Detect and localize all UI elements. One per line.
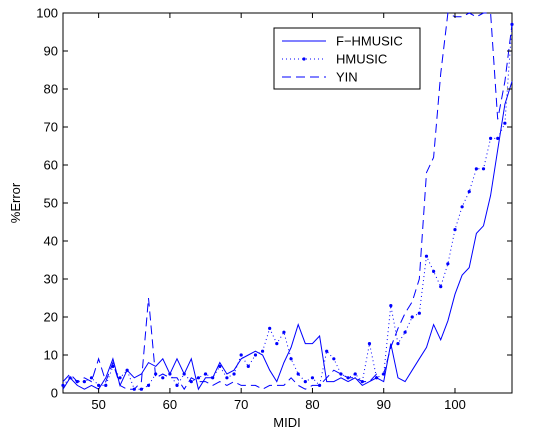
data-point	[203, 372, 208, 376]
data-point	[196, 376, 201, 380]
data-point	[353, 372, 357, 376]
data-point	[61, 383, 65, 387]
series-line-dashed	[62, 12, 513, 391]
y-tick-label: 100	[36, 6, 58, 21]
data-point	[232, 372, 236, 376]
data-point	[125, 368, 129, 372]
y-axis-label: %Error	[8, 182, 23, 223]
data-point	[89, 376, 94, 380]
data-point	[282, 330, 286, 334]
data-point	[146, 383, 151, 387]
data-point	[168, 372, 172, 376]
data-point	[481, 167, 486, 171]
data-point	[467, 190, 471, 194]
data-point	[403, 330, 407, 334]
x-axis-label: MIDI	[273, 415, 300, 430]
data-point	[396, 342, 400, 346]
data-point	[410, 315, 414, 319]
data-point	[225, 376, 229, 380]
data-point	[417, 311, 421, 315]
x-tick-label: 90	[376, 397, 390, 412]
data-point	[175, 383, 179, 387]
legend-items: F−HMUSIC HMUSIC YIN	[282, 34, 403, 85]
series-line-dotted-markers	[62, 24, 513, 390]
x-tick-label: 80	[305, 397, 319, 412]
data-point	[246, 364, 250, 368]
y-tick-label: 70	[44, 120, 58, 135]
data-point	[260, 349, 265, 353]
data-point	[389, 304, 393, 308]
data-point	[275, 342, 279, 346]
y-tick-label: 20	[44, 310, 58, 325]
data-point	[303, 380, 307, 384]
data-point	[503, 121, 507, 125]
tick-layer: 50 60 70 80 90 100 0 10 20 30 40 50 60 70 80 90 100	[36, 6, 512, 412]
data-point	[310, 376, 315, 380]
legend-label: HMUSIC	[336, 52, 387, 67]
y-tick-label: 50	[44, 196, 58, 211]
data-point	[374, 376, 379, 380]
x-tick-label: 100	[444, 397, 466, 412]
data-point	[446, 262, 450, 266]
data-point	[118, 376, 122, 380]
data-point	[189, 380, 193, 384]
x-tick-label: 60	[163, 397, 177, 412]
data-point	[496, 136, 500, 140]
data-point	[253, 353, 258, 357]
data-point	[367, 342, 372, 346]
y-tick-label: 0	[51, 386, 58, 401]
data-point	[239, 353, 243, 357]
data-point	[139, 387, 143, 391]
data-point	[82, 380, 86, 384]
y-tick-label: 40	[44, 234, 58, 249]
data-point	[268, 326, 272, 330]
data-point	[182, 372, 186, 376]
legend-marker	[302, 57, 306, 61]
y-tick-label: 90	[44, 44, 58, 59]
data-point	[317, 383, 322, 387]
data-point	[104, 383, 108, 387]
series-line-solid	[62, 81, 513, 391]
data-point	[296, 372, 300, 376]
y-tick-label: 10	[44, 348, 58, 363]
x-tick-label: 70	[234, 397, 248, 412]
data-point	[439, 285, 443, 289]
data-point	[68, 376, 72, 380]
data-point	[218, 364, 222, 368]
data-point	[489, 136, 493, 140]
legend-label: F−HMUSIC	[336, 34, 403, 49]
data-point	[453, 228, 457, 232]
data-point	[97, 383, 101, 387]
series-layer	[61, 12, 514, 391]
y-tick-label: 80	[44, 82, 58, 97]
legend-label: YIN	[336, 70, 358, 85]
y-tick-label: 30	[44, 272, 58, 287]
data-point	[325, 349, 329, 353]
data-point	[211, 376, 215, 380]
x-tick-label: 50	[91, 397, 105, 412]
data-point	[161, 376, 165, 380]
y-tick-label: 60	[44, 158, 58, 173]
data-point	[289, 357, 293, 361]
data-point	[424, 254, 429, 258]
data-point	[332, 357, 336, 361]
data-point	[432, 269, 436, 273]
data-point	[460, 205, 464, 209]
legend: F−HMUSIC HMUSIC YIN	[273, 27, 421, 90]
data-point	[474, 167, 478, 171]
